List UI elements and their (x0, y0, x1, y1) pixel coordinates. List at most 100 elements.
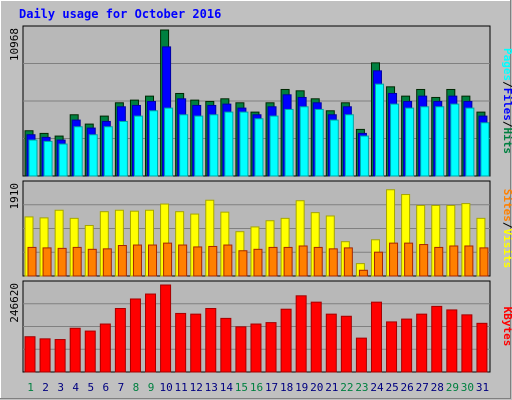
day-label-14: 14 (220, 381, 234, 394)
bar-sites-day-undefined (102, 248, 112, 277)
bar-pages-day-29 (450, 103, 460, 177)
bar-sites-day-undefined (208, 245, 218, 277)
bar-pages-day-7 (118, 120, 128, 177)
bar-pages-day-18 (284, 108, 294, 177)
day-label-2: 2 (42, 381, 49, 394)
day-label-4: 4 (72, 381, 79, 394)
bar-pages-day-28 (435, 106, 445, 177)
series-label-part: Hits (501, 128, 512, 155)
bar-pages-day-30 (465, 107, 475, 177)
bar-kbytes-day-undefined (355, 337, 367, 373)
day-label-12: 12 (190, 381, 203, 394)
bar-kbytes-day-undefined (431, 305, 443, 373)
day-axis-labels: 1 2 3 4 5 6 7 8 9 10 11 12 13 14 15 16 17 18 19 20 21 22 23 24 2… (27, 381, 489, 394)
bar-pages-day-4 (73, 126, 83, 177)
series-label-visits: Sites/Visits (501, 189, 512, 269)
bar-pages-day-24 (374, 83, 384, 177)
bar-kbytes-day-undefined (69, 327, 81, 373)
day-label-30: 30 (461, 381, 474, 394)
bar-sites-day-undefined (283, 246, 293, 277)
day-label-23: 23 (355, 381, 368, 394)
bar-kbytes-day-undefined (416, 313, 428, 373)
bar-kbytes-day-undefined (190, 313, 202, 373)
day-label-19: 19 (295, 381, 308, 394)
day-label-6: 6 (103, 381, 110, 394)
bar-kbytes-day-undefined (175, 312, 187, 373)
bar-pages-day-5 (88, 134, 98, 177)
bar-sites-day-undefined (27, 246, 37, 277)
series-label-part: Pages (501, 48, 512, 81)
day-label-5: 5 (87, 381, 94, 394)
day-label-16: 16 (250, 381, 263, 394)
visits-sites-panel: 1910 Sites/Visits (8, 180, 512, 277)
bar-sites-day-undefined (253, 248, 263, 277)
bar-sites-day-undefined (434, 246, 444, 277)
bar-pages-day-26 (405, 107, 415, 177)
bar-pages-day-17 (269, 115, 279, 177)
bar-sites-day-undefined (373, 251, 383, 277)
bar-sites-day-undefined (117, 245, 127, 277)
day-label-22: 22 (340, 381, 353, 394)
bar-kbytes-day-undefined (220, 317, 232, 373)
bar-kbytes-day-undefined (386, 321, 398, 373)
bar-pages-day-31 (480, 122, 490, 177)
series-label-kbytes: KBytes (501, 307, 512, 347)
bar-sites-day-undefined (389, 242, 399, 277)
series-label-part: Sites (501, 189, 512, 222)
bar-pages-day-22 (344, 114, 354, 177)
bar-kbytes-day-undefined (401, 318, 413, 373)
bar-kbytes-day-undefined (205, 308, 217, 373)
bar-kbytes-day-undefined (250, 323, 262, 373)
bar-sites-day-undefined (238, 250, 248, 277)
day-label-18: 18 (280, 381, 293, 394)
chart-title: Daily usage for October 2016 (19, 7, 221, 21)
day-label-10: 10 (159, 381, 172, 394)
bar-pages-day-13 (209, 114, 219, 177)
bar-sites-day-undefined (313, 246, 323, 277)
bar-kbytes-day-undefined (476, 322, 488, 373)
bar-sites-day-undefined (268, 246, 278, 277)
bar-kbytes-day-undefined (446, 309, 458, 373)
series-label-part: / (501, 222, 512, 229)
bar-pages-day-23 (359, 135, 369, 177)
bar-kbytes-day-undefined (340, 315, 352, 373)
day-label-3: 3 (57, 381, 64, 394)
bar-sites-day-undefined (148, 244, 158, 277)
bar-sites-day-undefined (449, 245, 459, 277)
bar-kbytes-day-undefined (370, 301, 382, 373)
series-label-part: / (501, 121, 512, 128)
bar-sites-day-undefined (42, 247, 52, 277)
bar-sites-day-undefined (419, 244, 429, 277)
bar-kbytes-day-undefined (325, 313, 337, 373)
day-label-1: 1 (27, 381, 34, 394)
bar-sites-day-undefined (178, 244, 188, 277)
bar-pages-day-2 (43, 140, 53, 177)
day-label-24: 24 (370, 381, 384, 394)
bar-pages-day-12 (194, 115, 204, 177)
bar-pages-day-8 (133, 115, 143, 177)
bar-pages-day-14 (224, 111, 234, 177)
bar-sites-day-undefined (328, 248, 338, 277)
bar-sites-day-undefined (298, 245, 308, 277)
day-label-29: 29 (446, 381, 459, 394)
bar-kbytes-day-undefined (461, 314, 473, 373)
day-label-25: 25 (385, 381, 398, 394)
bar-sites-day-undefined (193, 246, 203, 277)
bar-kbytes-day-undefined (280, 308, 292, 373)
bar-pages-day-3 (58, 143, 68, 177)
day-label-20: 20 (310, 381, 323, 394)
bar-pages-day-19 (299, 106, 309, 177)
bar-sites-day-undefined (87, 248, 97, 277)
day-label-15: 15 (235, 381, 248, 394)
bar-sites-day-undefined (358, 269, 368, 277)
bar-pages-day-1 (28, 139, 38, 177)
bar-sites-day-undefined (223, 244, 233, 277)
series-label-part: Files (501, 88, 512, 121)
bar-kbytes-day-undefined (84, 330, 96, 373)
day-label-8: 8 (133, 381, 140, 394)
y-max-label-hits: 10968 (8, 28, 21, 61)
bar-kbytes-day-undefined (39, 338, 51, 373)
day-label-21: 21 (325, 381, 338, 394)
